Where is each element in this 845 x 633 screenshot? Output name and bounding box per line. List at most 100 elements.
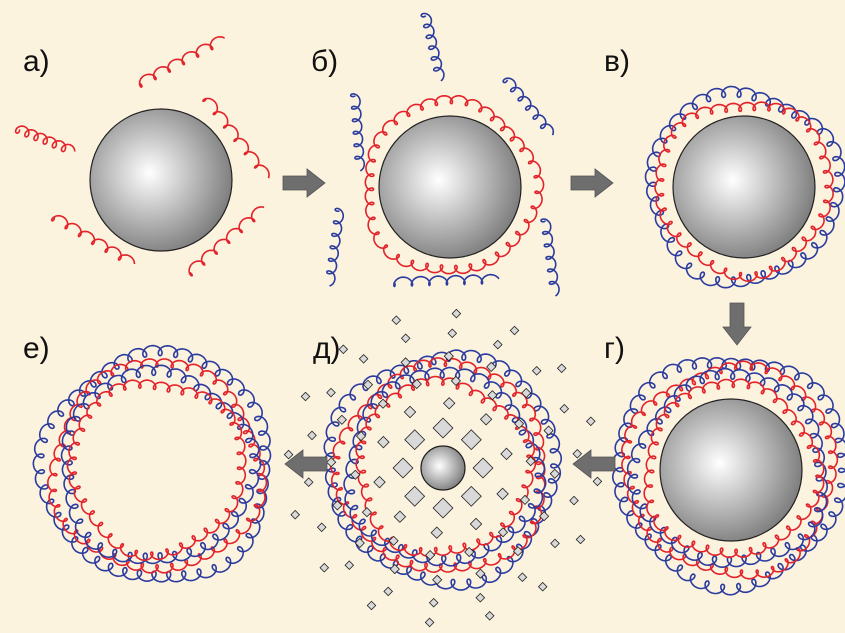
blue-polymer-shell-e-1 (32, 344, 272, 583)
red-polymer-shell-e-4 (66, 379, 247, 561)
template-particle-g (659, 398, 803, 542)
dissolved-fragment-36 (354, 537, 365, 549)
dissolved-fragment-47 (539, 511, 550, 522)
dissolved-fragment-20 (464, 546, 475, 558)
dissolved-fragment-32 (519, 494, 531, 505)
free-blue-polymer-chain-2 (502, 77, 555, 136)
dissolved-fragment-75 (509, 325, 520, 336)
free-red-polymer-chain-4 (50, 214, 136, 265)
panel-label-b: б) (311, 45, 339, 78)
dissolved-fragment-46 (549, 468, 560, 479)
dissolved-fragment-11 (430, 526, 444, 539)
dissolved-fragment-10 (469, 517, 483, 531)
free-red-polymer-chain-3 (14, 125, 76, 153)
dissolved-fragment-56 (358, 353, 369, 364)
dissolved-fragment-21 (425, 550, 436, 561)
dissolved-fragment-26 (377, 398, 389, 409)
dissolved-fragment-27 (411, 378, 422, 390)
red-polymer-shell-g-4 (643, 378, 825, 559)
free-blue-polymer-chain-3 (349, 92, 366, 172)
dissolved-fragment-24 (350, 469, 361, 480)
dissolved-fragment-59 (492, 339, 503, 350)
panel-label-g: г) (604, 332, 625, 365)
dissolved-fragment-45 (543, 425, 554, 436)
dissolved-fragment-66 (475, 592, 486, 603)
dissolved-fragment-22 (388, 535, 399, 546)
dissolved-fragment-72 (338, 344, 349, 355)
polymer-shells-layer (32, 85, 845, 596)
panel-label-d: д) (313, 332, 341, 365)
red-polymer-shell-b-1 (364, 95, 545, 275)
dissolved-fragment-65 (517, 572, 528, 583)
template-cores-layer (89, 108, 816, 542)
red-polymer-shell-v-2 (654, 101, 834, 282)
dissolved-fragment-52 (316, 522, 327, 533)
dissolved-fragment-7 (432, 417, 454, 439)
dissolved-fragment-40 (362, 379, 374, 390)
dissolved-fragment-34 (432, 574, 443, 585)
blue-polymer-shell-e-3 (60, 364, 262, 565)
dissolved-fragment-5 (392, 457, 414, 479)
dissolved-fragment-16 (442, 397, 456, 410)
dissolved-fragment-31 (525, 456, 536, 467)
dissolved-fragment-17 (479, 413, 493, 426)
dissolved-fragment-64 (550, 538, 560, 549)
dissolved-fragment-38 (326, 457, 337, 468)
dissolved-fragment-73 (391, 315, 402, 326)
dissolved-fragment-62 (572, 448, 583, 459)
dissolved-fragment-8 (460, 429, 482, 451)
dissolved-fragment-58 (447, 328, 458, 339)
dissolved-fragment-63 (569, 495, 579, 506)
dissolving-particle-d (420, 445, 466, 491)
red-polymer-shell-d-4 (355, 375, 537, 558)
dissolved-fragment-70 (283, 449, 294, 460)
dissolved-fragment-74 (451, 308, 462, 319)
dissolved-fragment-82 (424, 617, 435, 628)
dissolved-fragment-37 (332, 500, 343, 511)
dissolved-fragment-71 (300, 391, 311, 402)
panel-label-v: в) (604, 45, 630, 78)
dissolved-fragment-49 (428, 597, 439, 608)
dissolved-fragment-50 (383, 586, 394, 597)
panel-label-e: е) (23, 332, 50, 365)
free-red-polymer-chain-5 (188, 206, 265, 277)
blue-polymer-shell-v-1 (644, 85, 845, 289)
dissolved-fragment-78 (592, 476, 603, 487)
dissolved-fragment-35 (389, 564, 400, 575)
dissolved-fragment-12 (393, 510, 407, 523)
dissolved-fragment-77 (585, 416, 596, 427)
dissolved-fragment-1 (472, 457, 494, 479)
dissolved-fragment-57 (400, 333, 411, 344)
dissolved-fragment-23 (361, 507, 372, 518)
dissolved-fragment-43 (486, 361, 497, 372)
dissolved-fragment-68 (319, 562, 330, 573)
dissolved-fragment-69 (290, 509, 301, 520)
dissolved-fragment-4 (404, 485, 426, 507)
free-blue-polymer-chain-1 (420, 12, 445, 82)
dissolved-fragment-6 (404, 429, 426, 451)
dissolved-fragment-2 (460, 485, 482, 507)
dissolved-fragment-53 (303, 477, 314, 488)
dissolved-fragment-41 (400, 357, 411, 368)
arrow-a-to-b (282, 168, 326, 198)
dissolved-fragment-60 (531, 365, 542, 376)
dissolved-fragment-81 (484, 610, 495, 621)
dissolved-fragment-19 (497, 527, 509, 538)
arrow-b-to-v (570, 168, 614, 198)
red-polymer-shell-d-2 (329, 357, 546, 573)
dissolved-fragment-29 (487, 390, 498, 401)
dissolved-fragment-51 (344, 560, 355, 571)
dissolved-fragment-18 (500, 447, 513, 461)
process-arrows-layer (282, 168, 752, 479)
dissolved-fragment-55 (326, 387, 336, 398)
blue-polymer-shell-g-3 (626, 367, 828, 568)
template-particle-v (672, 115, 816, 259)
dissolved-fragment-39 (336, 414, 347, 425)
free-blue-polymer-chain-4 (325, 207, 344, 287)
free-blue-polymer-chain-6 (540, 218, 560, 297)
dissolved-fragment-33 (475, 568, 486, 579)
dissolved-fragment-48 (512, 546, 524, 557)
arrow-v-to-g (722, 302, 752, 346)
dissolved-fragment-80 (537, 581, 548, 592)
